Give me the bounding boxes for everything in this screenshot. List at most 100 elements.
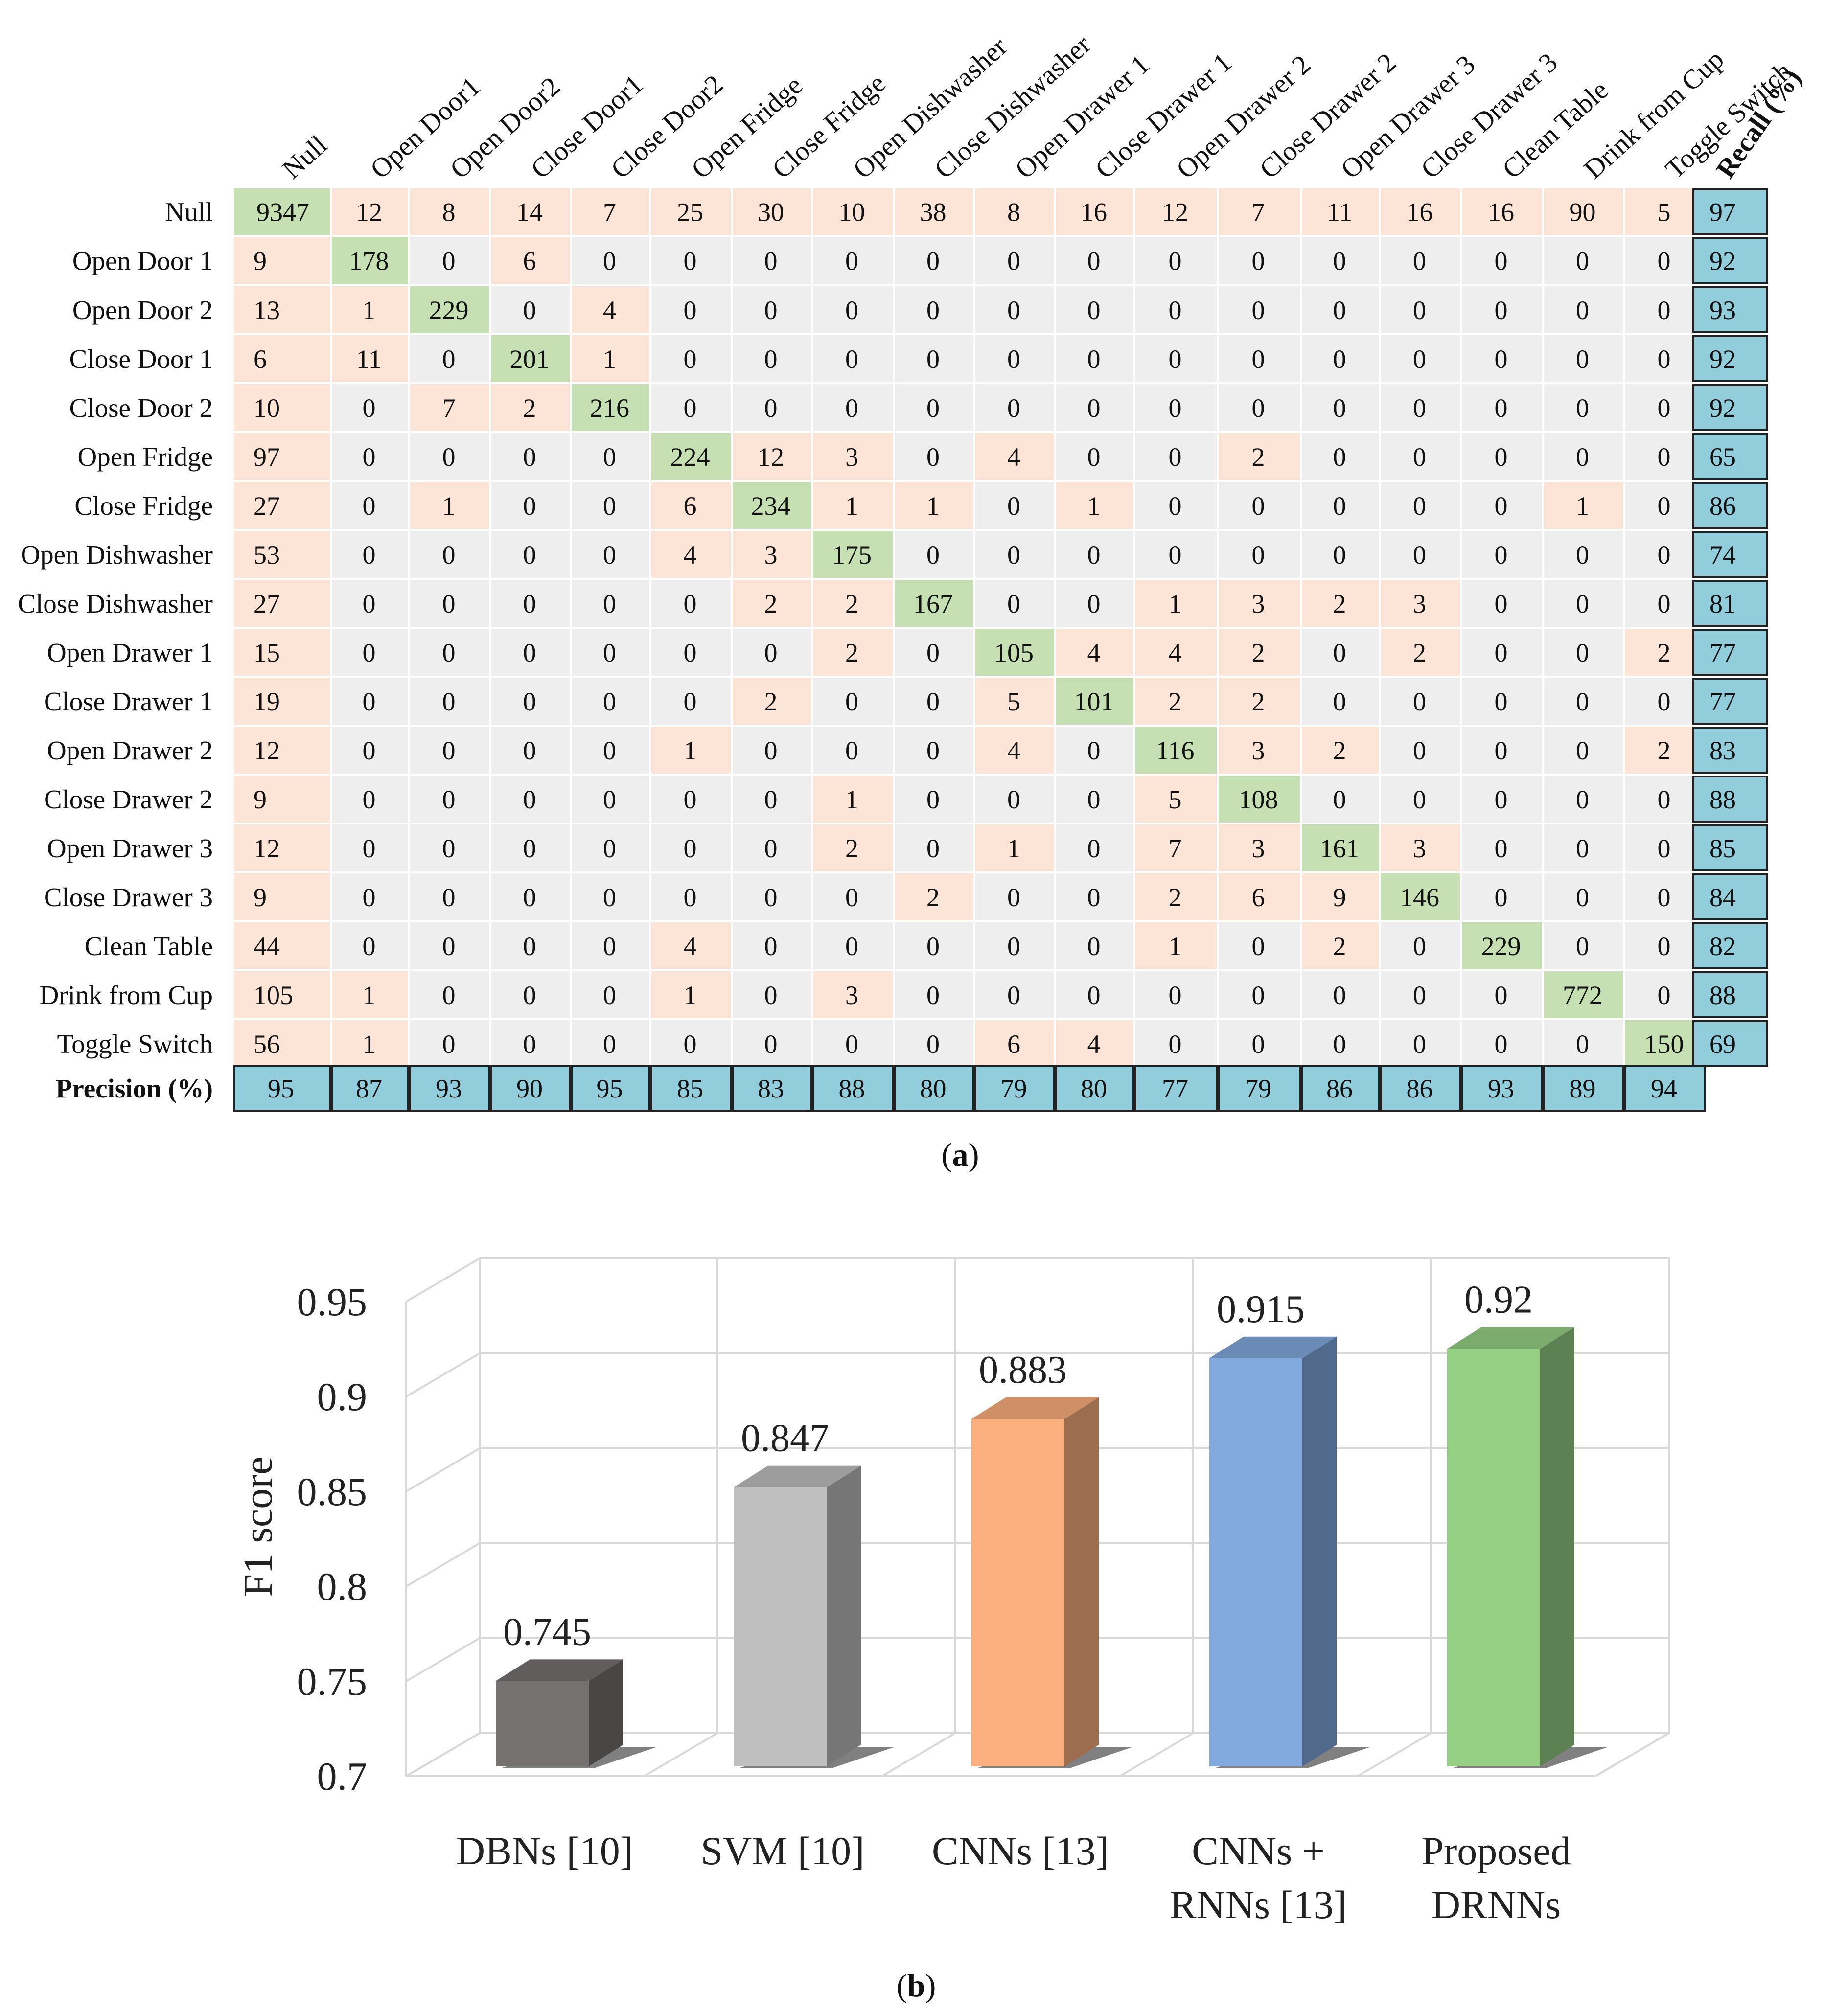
cell-value: 0 — [1007, 344, 1020, 374]
matrix-cell — [332, 922, 408, 969]
cell-value: 2 — [1169, 687, 1182, 716]
cell-value: 0 — [603, 687, 616, 716]
matrix-cell — [572, 1020, 649, 1067]
cell-value: 0 — [603, 589, 616, 618]
cell-value: 0 — [1576, 883, 1589, 912]
recall-column: 97 92 93 92 92 65 86 74 81 77 77 83 88 85 84 82 88 69 — [1692, 188, 1768, 1067]
matrix-cell — [410, 776, 489, 823]
matrix-cell — [651, 629, 731, 676]
matrix-cell — [1544, 824, 1623, 871]
cell-value: 0 — [926, 834, 940, 863]
cell-value: 0 — [1169, 442, 1182, 472]
matrix-cell — [975, 335, 1054, 382]
cell-value: 0 — [1495, 834, 1508, 863]
cell-value: 0 — [1007, 393, 1020, 423]
cell-value: 0 — [764, 883, 778, 912]
cell-value: 0 — [1333, 687, 1346, 716]
cell-value: 0 — [603, 834, 616, 863]
matrix-cell — [1381, 188, 1460, 235]
recall-cell — [1692, 580, 1768, 627]
cell-value: 0 — [1658, 981, 1671, 1010]
cell-value: 116 — [1156, 736, 1195, 765]
cell-value: 0 — [1658, 834, 1671, 863]
cell-value: 0 — [1495, 589, 1508, 618]
category-label: DBNs [10] — [456, 1829, 633, 1873]
matrix-cell — [332, 335, 408, 382]
cell-value: 14 — [516, 198, 543, 227]
cell-value: 25 — [677, 198, 703, 227]
cell-value: 0 — [1252, 344, 1265, 374]
bar: 0.92 — [1447, 1278, 1609, 1768]
matrix-cell — [1056, 776, 1133, 823]
row-label: Open Fridge — [78, 442, 213, 472]
matrix-cell — [572, 335, 649, 382]
matrix-cell — [1625, 286, 1705, 333]
matrix-cell — [1056, 531, 1133, 578]
cell-value: 0 — [1658, 785, 1671, 814]
cell-value: 216 — [590, 393, 629, 423]
matrix-cell — [1056, 727, 1133, 774]
bar-side — [589, 1659, 623, 1766]
matrix-cell — [234, 482, 330, 529]
matrix-cell — [1219, 727, 1300, 774]
matrix-cell — [1625, 776, 1705, 823]
cell-value: 0 — [1087, 540, 1101, 570]
cell-value: 0 — [442, 981, 456, 1010]
cell-value: 161 — [1320, 834, 1360, 863]
cell-value: 0 — [926, 442, 940, 472]
matrix-cell — [651, 384, 731, 431]
matrix-cell — [410, 824, 489, 871]
precision-value: 87 — [356, 1074, 382, 1103]
floor-line — [643, 1732, 718, 1777]
cell-value: 0 — [442, 442, 456, 472]
matrix-cell — [651, 678, 731, 725]
cell-value: 2 — [764, 589, 778, 618]
matrix-cell — [1056, 433, 1133, 480]
matrix-cell — [733, 188, 811, 235]
cell-value: 12 — [758, 442, 784, 472]
cell-value: 1 — [363, 1029, 376, 1059]
cell-value: 0 — [1087, 442, 1101, 472]
matrix-cell — [895, 971, 973, 1018]
matrix-cell — [1381, 824, 1460, 871]
matrix-cell — [1462, 1020, 1542, 1067]
matrix-cell — [1056, 237, 1133, 284]
matrix-cell — [1302, 482, 1379, 529]
cell-value: 0 — [1413, 442, 1426, 472]
precision-value: 88 — [839, 1074, 865, 1103]
cell-value: 0 — [1576, 442, 1589, 472]
cell-value: 0 — [1087, 393, 1101, 423]
matrix-cell — [572, 971, 649, 1018]
cell-value: 224 — [670, 442, 710, 472]
cell-value: 0 — [845, 393, 858, 423]
data-label: 0.915 — [1217, 1288, 1305, 1331]
matrix-cell — [1381, 873, 1460, 920]
matrix-cell — [1462, 629, 1542, 676]
recall-cell — [1692, 1020, 1768, 1067]
cell-value: 0 — [363, 540, 376, 570]
matrix-cell — [410, 727, 489, 774]
row-label: Null — [165, 197, 213, 227]
precision-cell — [1218, 1065, 1301, 1112]
matrix-cell — [1219, 482, 1300, 529]
cell-value: 0 — [442, 1029, 456, 1059]
row-label: Open Drawer 2 — [47, 735, 213, 765]
cell-value: 1 — [1576, 491, 1589, 521]
cell-value: 0 — [684, 1029, 697, 1059]
matrix-cells: 9347 12 8 14 7 25 30 10 38 8 16 12 7 11 16 16 90 59 178 0 6 0… — [234, 188, 1705, 1067]
row-label: Open Drawer 1 — [47, 638, 213, 667]
cell-value: 0 — [1495, 785, 1508, 814]
matrix-cell — [332, 727, 408, 774]
matrix-cell — [1625, 873, 1705, 920]
cell-value: 44 — [254, 932, 280, 961]
cell-value: 0 — [1576, 638, 1589, 667]
matrix-cell — [975, 971, 1054, 1018]
matrix-cell — [813, 237, 893, 284]
matrix-cell — [895, 776, 973, 823]
cell-value: 0 — [1658, 687, 1671, 716]
matrix-cell — [572, 629, 649, 676]
cell-value: 0 — [1169, 540, 1182, 570]
matrix-cell — [410, 971, 489, 1018]
recall-cell — [1692, 482, 1768, 529]
bar-side — [827, 1465, 861, 1766]
